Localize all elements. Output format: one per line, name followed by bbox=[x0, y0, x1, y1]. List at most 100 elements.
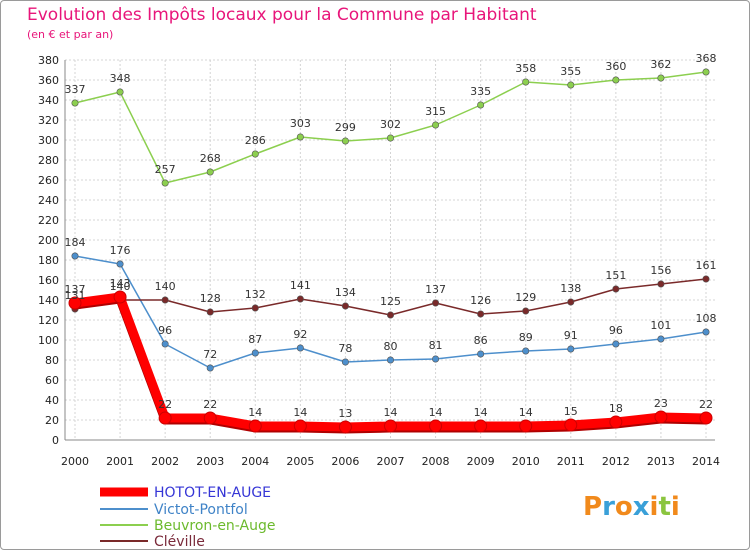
y-tick-label: 100 bbox=[38, 334, 59, 347]
y-tick-label: 360 bbox=[38, 74, 59, 87]
y-tick-label: 340 bbox=[38, 94, 59, 107]
data-point bbox=[251, 304, 259, 312]
data-label: 91 bbox=[564, 329, 578, 342]
data-point bbox=[567, 81, 575, 89]
data-label: 315 bbox=[425, 105, 446, 118]
legend-label: Beuvron-en-Auge bbox=[154, 518, 276, 534]
data-point bbox=[338, 420, 352, 434]
data-point bbox=[657, 280, 665, 288]
data-point bbox=[341, 302, 349, 310]
data-label: 72 bbox=[203, 348, 217, 361]
data-label: 161 bbox=[696, 259, 717, 272]
y-tick-label: 380 bbox=[38, 54, 59, 67]
data-label: 81 bbox=[429, 339, 443, 352]
data-point bbox=[477, 310, 485, 318]
data-label: 22 bbox=[158, 398, 172, 411]
data-label: 86 bbox=[474, 334, 488, 347]
data-point bbox=[161, 296, 169, 304]
data-point bbox=[432, 299, 440, 307]
data-label: 137 bbox=[425, 283, 446, 296]
data-point bbox=[251, 349, 259, 357]
data-point bbox=[609, 415, 623, 429]
legend: HOTOT-EN-AUGEVictot-PontfolBeuvron-en-Au… bbox=[100, 485, 276, 550]
data-point bbox=[296, 344, 304, 352]
proxiti-logo: Proxiti bbox=[583, 492, 680, 522]
x-tick-label: 2006 bbox=[331, 455, 359, 468]
data-point bbox=[116, 260, 124, 268]
data-label: 184 bbox=[65, 236, 86, 249]
data-point bbox=[71, 99, 79, 107]
data-point bbox=[341, 358, 349, 366]
data-point bbox=[293, 419, 307, 433]
data-label: 89 bbox=[519, 331, 533, 344]
data-point bbox=[612, 340, 620, 348]
data-label: 355 bbox=[560, 65, 581, 78]
data-label: 362 bbox=[650, 58, 671, 71]
data-label: 268 bbox=[200, 152, 221, 165]
data-label: 132 bbox=[245, 288, 266, 301]
data-label: 15 bbox=[564, 405, 578, 418]
y-tick-label: 140 bbox=[38, 294, 59, 307]
data-label: 337 bbox=[65, 83, 86, 96]
chart-subtitle: (en € et par an) bbox=[27, 28, 114, 41]
data-point bbox=[477, 350, 485, 358]
data-point bbox=[206, 168, 214, 176]
x-tick-label: 2011 bbox=[557, 455, 585, 468]
data-label: 140 bbox=[110, 280, 131, 293]
data-point bbox=[113, 290, 127, 304]
data-point bbox=[702, 68, 710, 76]
data-label: 360 bbox=[605, 60, 626, 73]
x-tick-label: 2012 bbox=[602, 455, 630, 468]
data-label: 138 bbox=[560, 282, 581, 295]
y-tick-label: 60 bbox=[45, 374, 59, 387]
data-label: 108 bbox=[696, 312, 717, 325]
data-label: 14 bbox=[429, 406, 443, 419]
data-label: 176 bbox=[110, 244, 131, 257]
data-point bbox=[654, 410, 668, 424]
data-point bbox=[251, 150, 259, 158]
chart-title: Evolution des Impôts locaux pour la Comm… bbox=[27, 5, 537, 25]
data-label: 141 bbox=[290, 279, 311, 292]
data-label: 134 bbox=[335, 286, 356, 299]
x-tick-label: 2005 bbox=[286, 455, 314, 468]
data-point bbox=[161, 179, 169, 187]
y-tick-label: 120 bbox=[38, 314, 59, 327]
data-label: 358 bbox=[515, 62, 536, 75]
data-point bbox=[522, 307, 530, 315]
data-label: 335 bbox=[470, 85, 491, 98]
data-label: 80 bbox=[384, 340, 398, 353]
data-point bbox=[71, 252, 79, 260]
data-label: 87 bbox=[248, 333, 262, 346]
data-point bbox=[386, 134, 394, 142]
y-tick-label: 240 bbox=[38, 194, 59, 207]
data-point bbox=[341, 137, 349, 145]
data-label: 101 bbox=[650, 319, 671, 332]
data-point bbox=[203, 411, 217, 425]
x-tick-label: 2001 bbox=[106, 455, 134, 468]
data-point bbox=[206, 308, 214, 316]
y-tick-label: 280 bbox=[38, 154, 59, 167]
legend-label: HOTOT-EN-AUGE bbox=[154, 485, 271, 501]
data-label: 22 bbox=[699, 398, 713, 411]
x-tick-label: 2003 bbox=[196, 455, 224, 468]
data-label: 125 bbox=[380, 295, 401, 308]
data-label: 14 bbox=[384, 406, 398, 419]
data-label: 14 bbox=[474, 406, 488, 419]
data-label: 96 bbox=[609, 324, 623, 337]
x-tick-label: 2014 bbox=[692, 455, 720, 468]
y-tick-label: 320 bbox=[38, 114, 59, 127]
grid bbox=[65, 59, 715, 441]
x-tick-label: 2004 bbox=[241, 455, 269, 468]
logo-text: Proxiti bbox=[583, 492, 680, 522]
data-point bbox=[206, 364, 214, 372]
data-label: 14 bbox=[293, 406, 307, 419]
y-tick-label: 260 bbox=[38, 174, 59, 187]
data-label: 137 bbox=[65, 283, 86, 296]
data-point bbox=[477, 101, 485, 109]
data-label: 140 bbox=[155, 280, 176, 293]
data-point bbox=[702, 328, 710, 336]
data-point bbox=[386, 311, 394, 319]
data-point bbox=[522, 78, 530, 86]
data-point bbox=[158, 411, 172, 425]
